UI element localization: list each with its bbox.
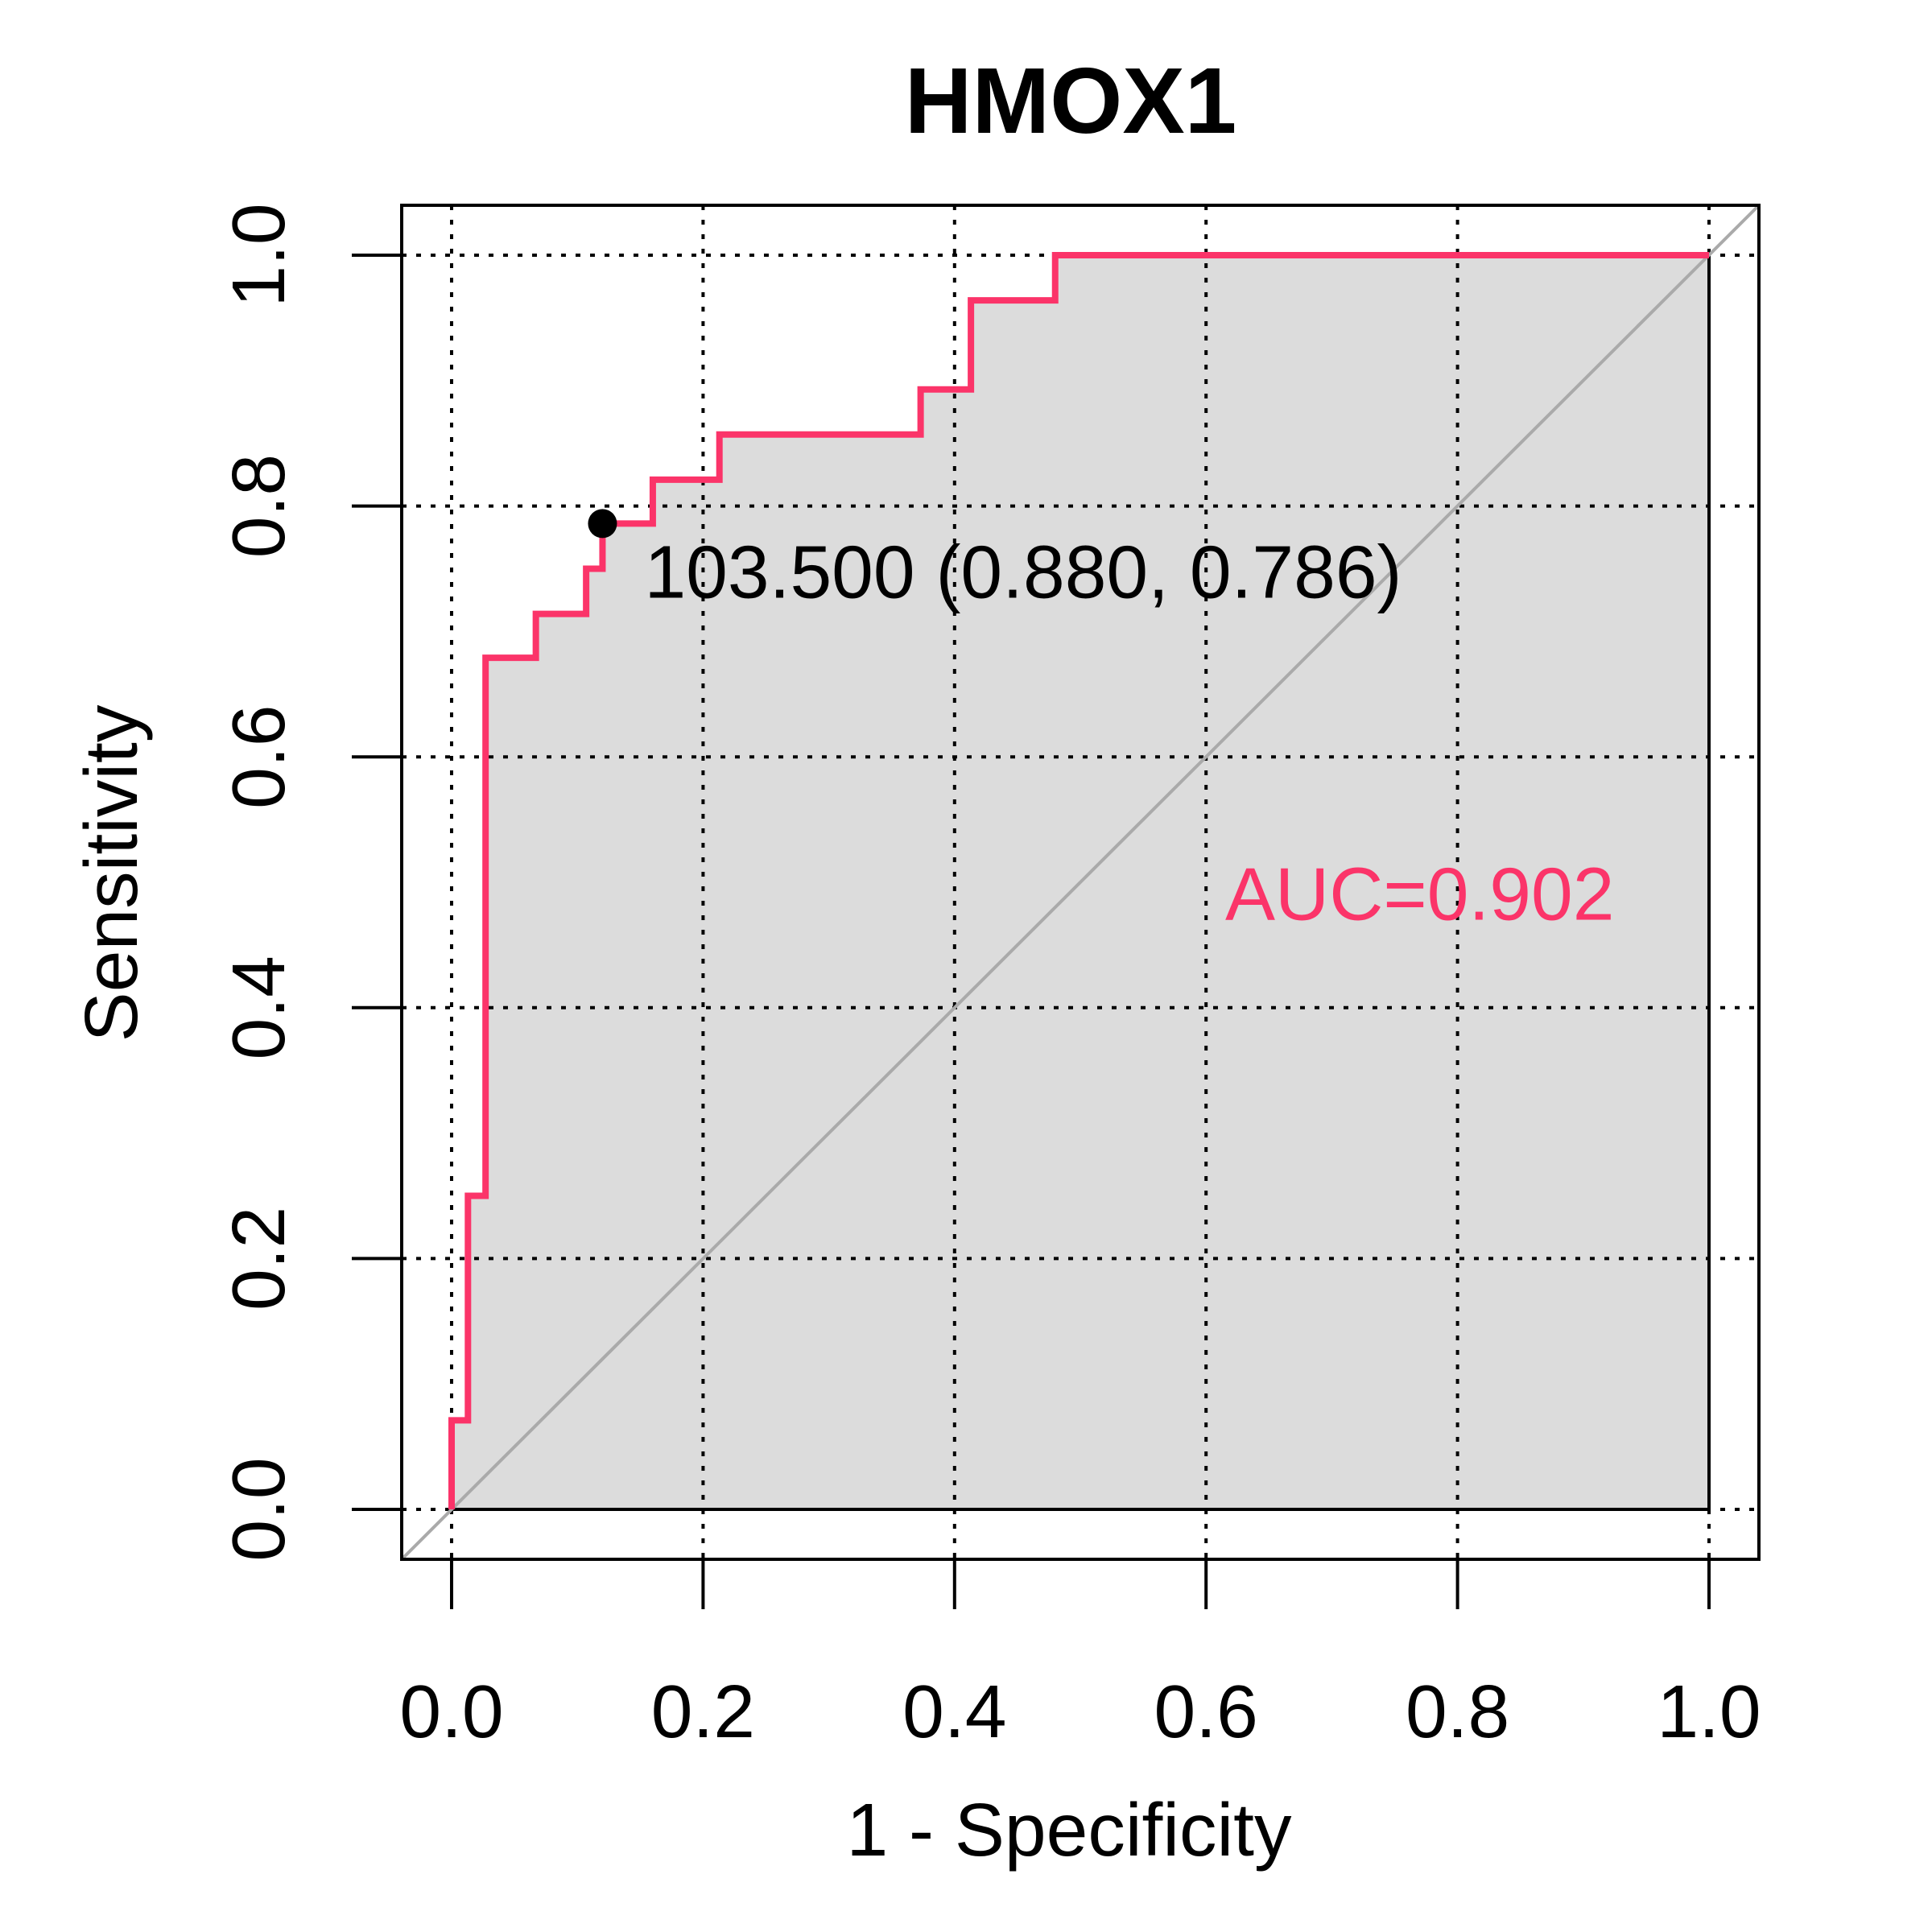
x-tick-label-5: 1.0: [1657, 1670, 1761, 1753]
y-tick-label-5: 1.0: [217, 203, 300, 307]
reference-diagonal: [400, 204, 1761, 1561]
x-tick-label-3: 0.6: [1154, 1670, 1258, 1753]
x-tick-label-1: 0.2: [651, 1670, 755, 1753]
x-axis-label: 1 - Specificity: [846, 1788, 1292, 1872]
threshold-label: 103.500 (0.880, 0.786): [644, 530, 1402, 613]
x-tick-label-4: 0.8: [1406, 1670, 1509, 1753]
x-tick-label-0: 0.0: [399, 1670, 503, 1753]
y-tick-label-0: 0.0: [217, 1457, 300, 1561]
y-tick-label-1: 0.2: [217, 1207, 300, 1311]
auc-label: AUC=0.902: [1225, 852, 1614, 936]
y-tick-label-3: 0.6: [217, 705, 300, 809]
chart-title: HMOX1: [905, 48, 1237, 153]
threshold-point: [588, 509, 617, 539]
y-tick-label-2: 0.4: [217, 956, 300, 1059]
y-tick-label-4: 0.8: [217, 454, 300, 558]
plot-area: 0.0 0.2 0.4 0.6 0.8 1.0 0.0 0.2 0.4 0.6 0.8 1.0 103.…: [217, 203, 1761, 1753]
plot-box: [400, 204, 1761, 1561]
y-axis-label: Sensitivity: [69, 704, 153, 1042]
x-tick-label-2: 0.4: [902, 1670, 1006, 1753]
